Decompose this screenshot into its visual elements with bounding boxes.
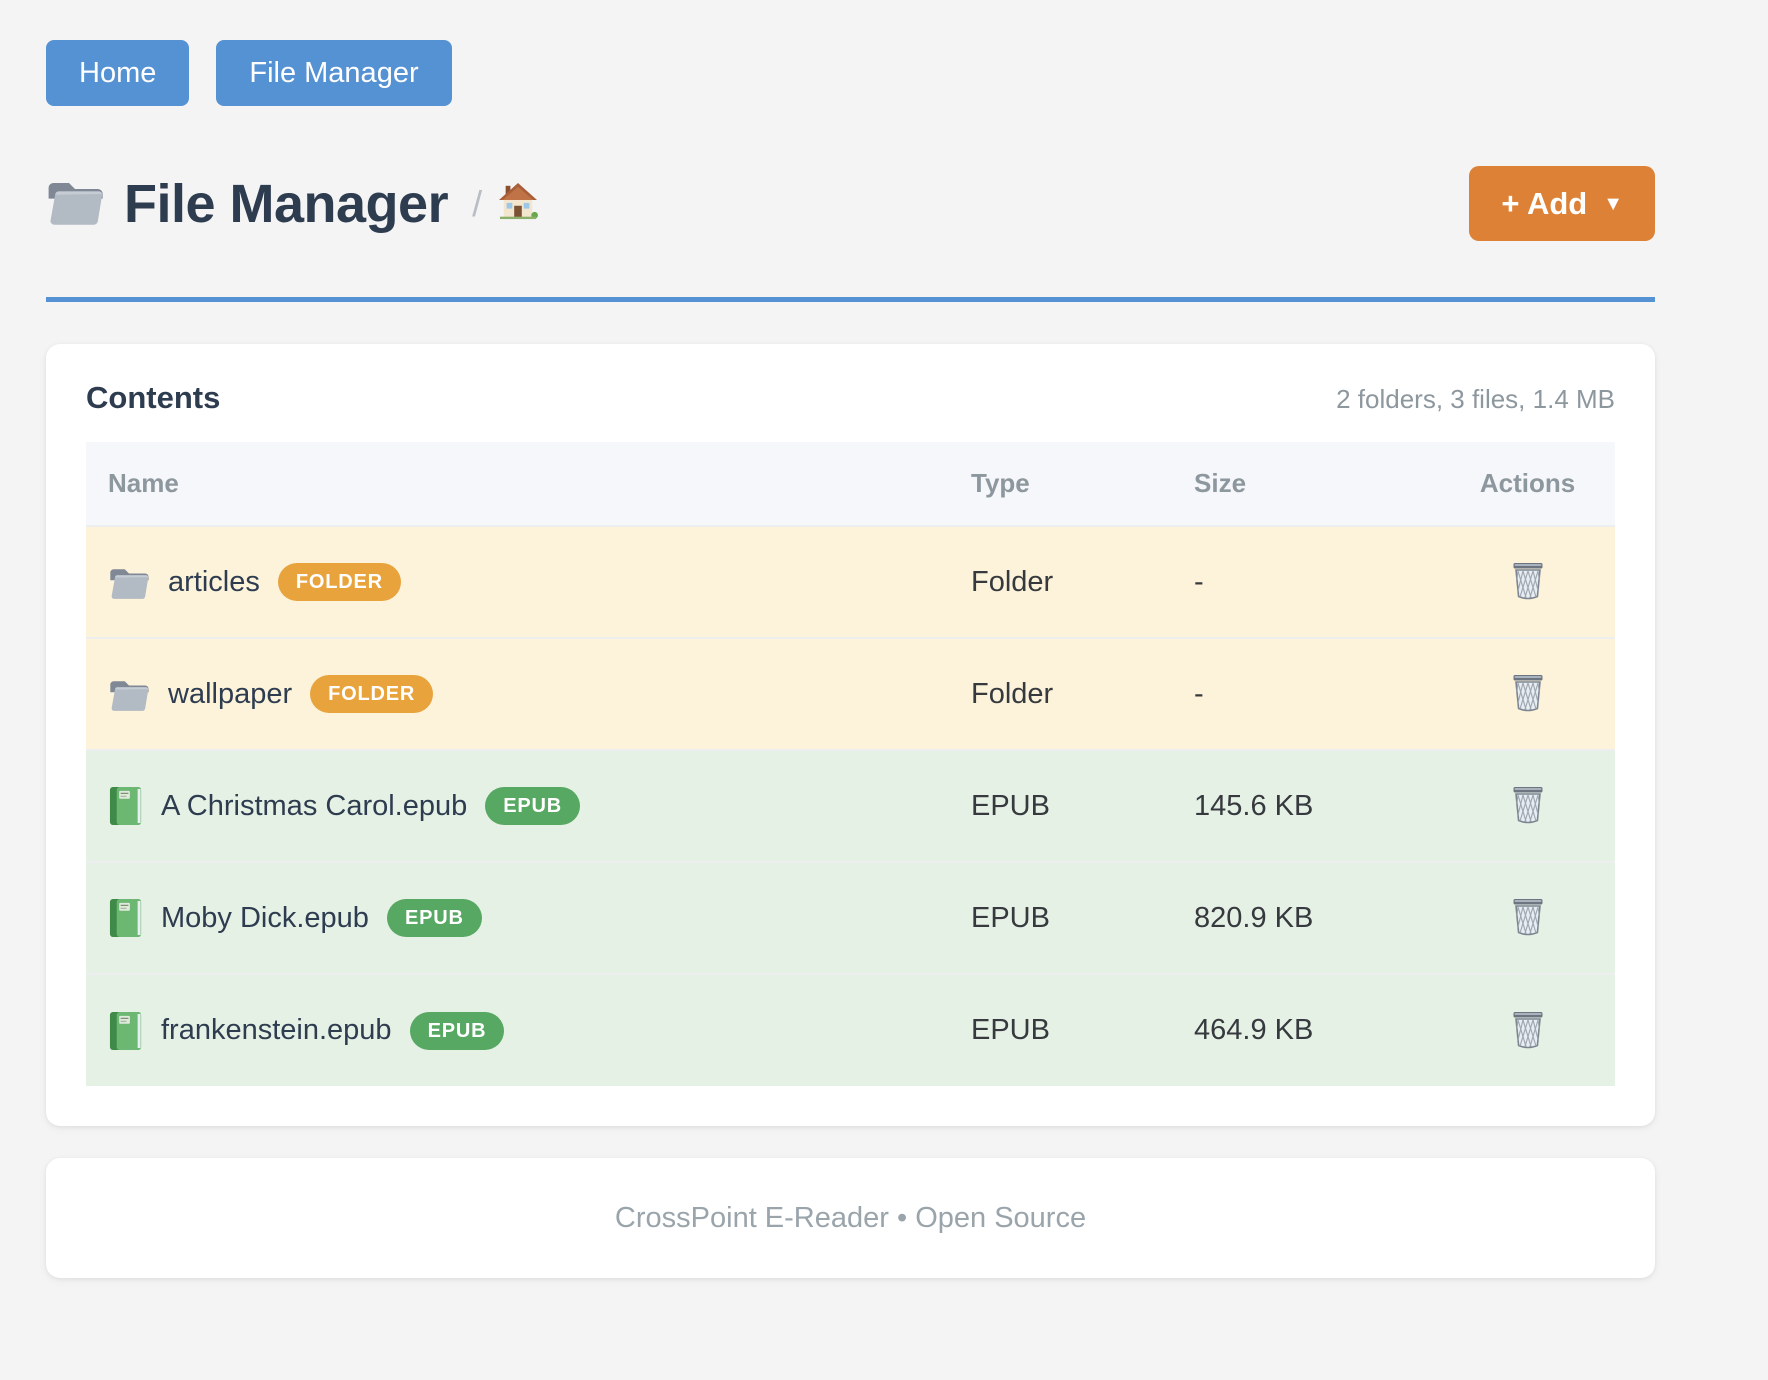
file-size-cell: 820.9 KB: [1194, 861, 1440, 974]
trash-icon: [1511, 675, 1545, 715]
folder-icon: [108, 677, 150, 711]
book-icon: [108, 785, 143, 827]
column-header-name: Name: [86, 442, 971, 526]
delete-button[interactable]: [1507, 668, 1549, 719]
delete-button[interactable]: [1507, 780, 1549, 831]
table-row[interactable]: Moby Dick.epub EPUB EPUB 820.9 KB: [86, 861, 1615, 974]
trash-icon: [1511, 1011, 1545, 1052]
breadcrumb-separator: /: [472, 182, 483, 224]
title-group: File Manager: [46, 173, 449, 235]
file-name[interactable]: frankenstein.epub: [161, 1014, 392, 1046]
trash-icon: [1511, 899, 1545, 939]
contents-card: Contents 2 folders, 3 files, 1.4 MB Name…: [46, 344, 1655, 1126]
file-name[interactable]: Moby Dick.epub: [161, 901, 369, 934]
trash-icon: [1511, 787, 1545, 827]
contents-heading: Contents: [86, 380, 221, 415]
nav-home-button[interactable]: Home: [46, 40, 190, 106]
table-header-row: Name Type Size Actions: [86, 442, 1615, 526]
table-row[interactable]: articles FOLDER Folder -: [86, 525, 1615, 638]
table-row[interactable]: A Christmas Carol.epub EPUB EPUB 145.6 K…: [86, 749, 1615, 862]
file-size-cell: -: [1194, 637, 1440, 750]
top-nav: Home File Manager: [46, 40, 1655, 106]
file-type-badge: EPUB: [409, 1011, 505, 1050]
file-name[interactable]: A Christmas Carol.epub: [161, 789, 468, 822]
book-icon: [108, 1010, 143, 1052]
table-row[interactable]: frankenstein.epub EPUB EPUB 464.9 KB: [86, 973, 1615, 1086]
table-body: articles FOLDER Folder -: [86, 525, 1615, 1086]
folder-icon: [108, 565, 150, 599]
trash-icon: [1511, 563, 1545, 603]
add-button-label: + Add: [1501, 185, 1588, 221]
file-size-cell: 464.9 KB: [1194, 973, 1440, 1086]
file-type-cell: EPUB: [971, 749, 1194, 862]
contents-card-header: Contents 2 folders, 3 files, 1.4 MB: [86, 380, 1615, 416]
home-icon[interactable]: [498, 182, 539, 225]
column-header-size: Size: [1194, 442, 1440, 526]
footer-text: CrossPoint E-Reader • Open Source: [614, 1201, 1087, 1234]
file-name[interactable]: articles: [168, 565, 260, 598]
delete-button[interactable]: [1507, 892, 1549, 943]
file-size-cell: -: [1194, 525, 1440, 638]
column-header-actions: Actions: [1440, 442, 1615, 526]
file-type-badge: EPUB: [386, 899, 482, 937]
page-header: File Manager / + Add ▼: [46, 166, 1655, 241]
folder-icon: [46, 177, 104, 230]
book-icon: [108, 897, 143, 939]
footer: CrossPoint E-Reader • Open Source: [46, 1158, 1655, 1278]
delete-button[interactable]: [1507, 556, 1549, 607]
page: Home File Manager File Manager /: [46, 0, 1655, 1278]
file-table: Name Type Size Actions: [86, 442, 1615, 1086]
page-title: File Manager: [124, 173, 449, 234]
file-type-badge: FOLDER: [277, 563, 401, 601]
file-type-cell: Folder: [971, 525, 1194, 638]
file-type-badge: EPUB: [485, 787, 581, 825]
file-type-cell: EPUB: [971, 861, 1194, 974]
file-type-badge: FOLDER: [310, 675, 434, 713]
caret-down-icon: ▼: [1603, 192, 1623, 215]
title-divider: [46, 297, 1655, 302]
column-header-type: Type: [971, 442, 1194, 526]
file-size-cell: 145.6 KB: [1194, 749, 1440, 862]
contents-summary: 2 folders, 3 files, 1.4 MB: [1336, 384, 1615, 414]
file-name[interactable]: wallpaper: [168, 677, 293, 710]
delete-button[interactable]: [1507, 1005, 1549, 1056]
file-type-cell: Folder: [971, 637, 1194, 750]
table-row[interactable]: wallpaper FOLDER Folder -: [86, 637, 1615, 750]
file-type-cell: EPUB: [971, 973, 1194, 1086]
nav-file-manager-button[interactable]: File Manager: [216, 40, 452, 106]
add-button[interactable]: + Add ▼: [1469, 166, 1655, 241]
